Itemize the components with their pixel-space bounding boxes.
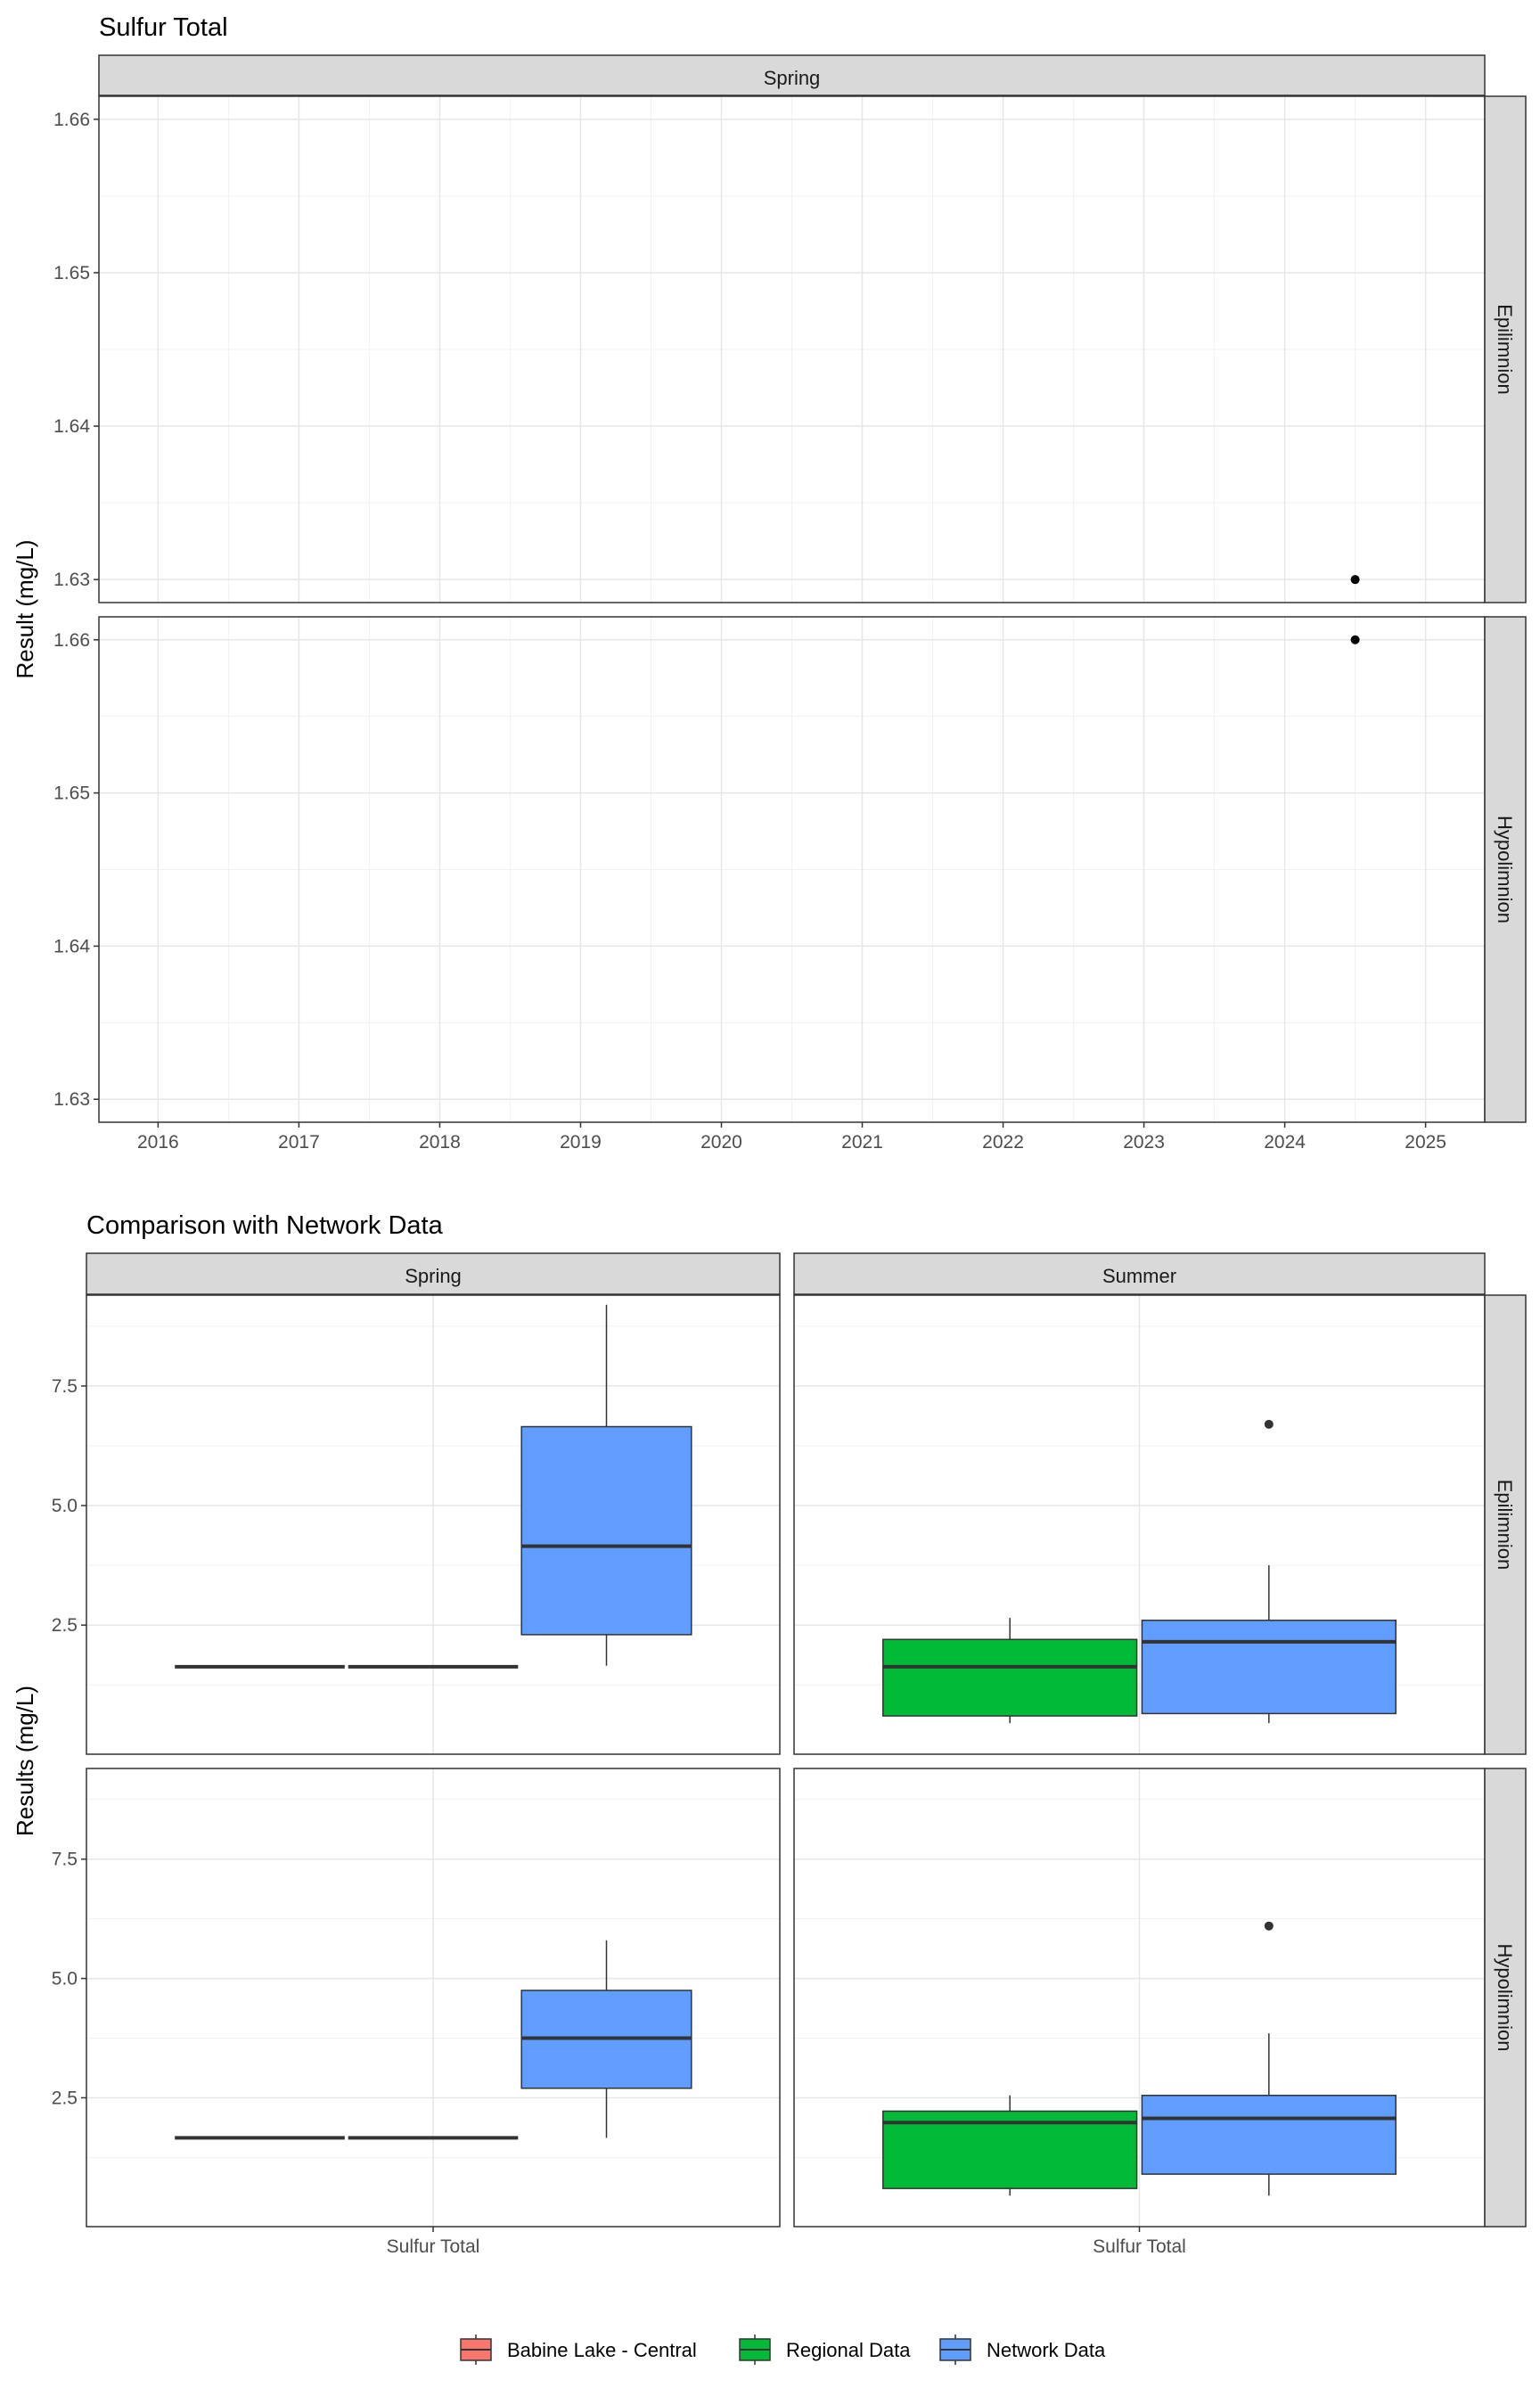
y-tick-label: 1.66 (53, 630, 90, 651)
row-strip-label: Epilimnion (1494, 304, 1516, 395)
panel-hypolimnion: 1.63 1.64 1.65 1.66 Hypolimnion 2016 2017 2018 2… (53, 616, 1527, 1153)
x-tick-label: 2021 (841, 1132, 883, 1153)
row-strip-label: Hypolimnion (1494, 1943, 1516, 2051)
row-strip-hypolimnion (1484, 616, 1527, 1123)
box-network-data (520, 1940, 692, 2138)
legend-entry-babine-lake-central: Babine Lake - Central (460, 2334, 697, 2365)
y-tick-label: 1.64 (53, 936, 90, 956)
panel-epilimnion: 1.63 1.64 1.65 1.66 Epilimnion (53, 95, 1527, 603)
row-strip-label: Hypolimnion (1494, 816, 1516, 923)
legend-label: Babine Lake - Central (507, 2339, 697, 2361)
data-point (1350, 575, 1360, 585)
y-axis-label: Results (mg/L) (12, 1686, 38, 1836)
legend: Babine Lake - Central Regional Data Networ… (460, 2334, 1106, 2365)
panel-summer-hypolimnion: Hypolimnion Sulfur Total (793, 1768, 1527, 2257)
legend-entry-regional-data: Regional Data (739, 2334, 911, 2365)
box-body (1141, 1620, 1397, 1715)
y-tick-label: 1.65 (53, 263, 90, 283)
row-strip-label: Epilimnion (1494, 1480, 1516, 1571)
data-point (1350, 635, 1360, 644)
x-tick-label: 2017 (278, 1132, 320, 1153)
row-strip-hypolimnion (1484, 1768, 1527, 2228)
y-tick-label: 1.63 (53, 1089, 90, 1110)
outlier-point (1264, 1921, 1274, 1931)
x-tick-label: 2024 (1264, 1132, 1306, 1153)
x-tick-label: 2022 (982, 1132, 1024, 1153)
network-comparison-chart: Comparison with Network Data Results (mg/… (12, 1211, 1527, 2257)
chart-title: Comparison with Network Data (86, 1211, 444, 1240)
box-body (520, 1425, 692, 1636)
panel-spring-hypolimnion: 2.5 5.0 7.5 Sulfur Total (52, 1768, 781, 2257)
column-strip-spring (98, 54, 1486, 96)
y-tick-label: 2.5 (52, 2088, 78, 2108)
x-tick-label: 2023 (1123, 1132, 1165, 1153)
x-tick-label: 2025 (1405, 1132, 1446, 1153)
y-tick-label: 1.66 (53, 110, 90, 130)
x-tick-label: Sulfur Total (1093, 2236, 1186, 2257)
y-tick-label: 7.5 (52, 1850, 78, 1870)
box-network-data (1141, 1419, 1397, 1724)
legend-entry-network-data: Network Data (939, 2334, 1106, 2365)
chart-title: Sulfur Total (99, 13, 228, 42)
column-strip-label: Summer (1102, 1265, 1176, 1287)
panel-spring-epilimnion: 2.5 5.0 7.5 (52, 1294, 781, 1755)
legend-label: Regional Data (786, 2339, 911, 2361)
box-network-data (1141, 1921, 1397, 2196)
box-regional-data (882, 1618, 1138, 1724)
y-axis-label: Result (mg/L) (12, 539, 38, 678)
box-body (1141, 2095, 1397, 2175)
y-tick-label: 1.65 (53, 784, 90, 804)
column-strip-label: Spring (764, 67, 821, 89)
x-tick-label: 2018 (419, 1132, 461, 1153)
column-strip-spring (86, 1252, 781, 1295)
x-tick-label: Sulfur Total (387, 2236, 480, 2257)
outlier-point (1264, 1419, 1274, 1429)
box-network-data (520, 1304, 692, 1666)
row-strip-epilimnion (1484, 1294, 1527, 1755)
column-strip-label: Spring (405, 1265, 462, 1287)
x-tick-label: 2020 (700, 1132, 742, 1153)
x-tick-label: 2019 (560, 1132, 602, 1153)
x-tick-label: 2016 (137, 1132, 179, 1153)
panel-border (86, 1294, 781, 1755)
legend-label: Network Data (987, 2339, 1106, 2361)
y-tick-label: 5.0 (52, 1969, 78, 1990)
y-tick-label: 1.64 (53, 416, 90, 437)
y-tick-label: 7.5 (52, 1376, 78, 1397)
column-strip-summer (793, 1252, 1486, 1295)
row-strip-epilimnion (1484, 95, 1527, 603)
y-tick-label: 2.5 (52, 1615, 78, 1636)
y-tick-label: 1.63 (53, 570, 90, 590)
box-regional-data (882, 2095, 1138, 2196)
box-body (882, 1638, 1138, 1717)
panel-summer-epilimnion: Epilimnion (793, 1294, 1527, 1755)
y-tick-label: 5.0 (52, 1496, 78, 1516)
